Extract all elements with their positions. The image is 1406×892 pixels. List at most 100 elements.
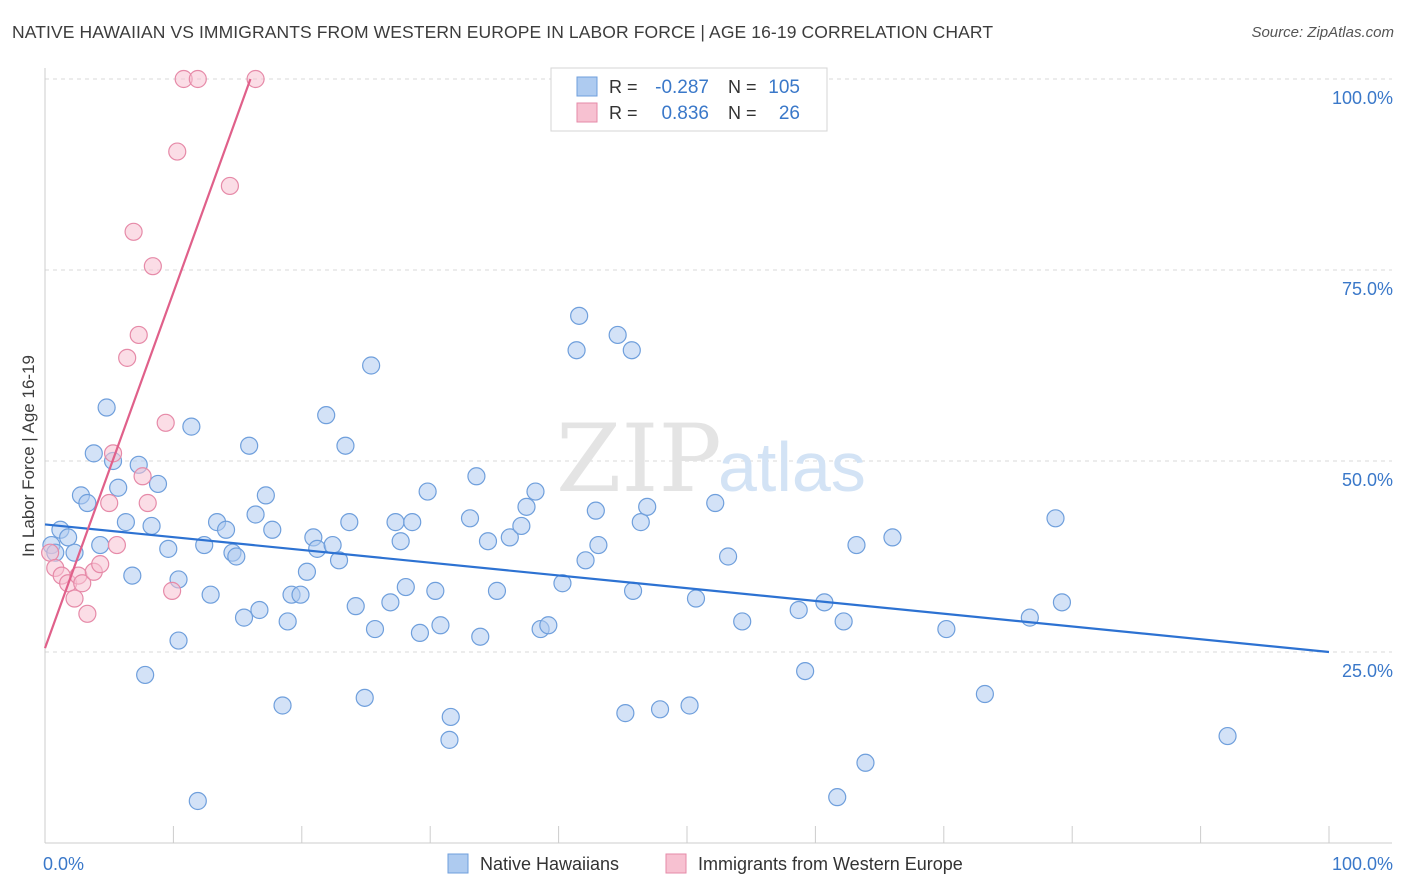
- watermark: ZIP atlas: [556, 405, 866, 514]
- scatter-point: [73, 574, 92, 593]
- scatter-point: [118, 348, 137, 367]
- scatter-point: [329, 551, 349, 570]
- legend-n-value: 105: [768, 77, 800, 98]
- scatter-point: [796, 661, 815, 681]
- scatter-point: [124, 222, 143, 241]
- scatter-point: [246, 505, 265, 524]
- scatter-point: [733, 612, 752, 631]
- scatter-point: [340, 513, 359, 532]
- scatter-point: [163, 581, 182, 600]
- scatter-point: [975, 684, 994, 704]
- scatter-point: [246, 69, 265, 89]
- series-legend-label-immigrants: Immigrants from Western Europe: [698, 854, 963, 874]
- scatter-point: [116, 513, 135, 532]
- y-tick-label-25: 25.0%: [1342, 661, 1393, 681]
- scatter-point: [142, 516, 161, 536]
- scatter-point: [431, 616, 450, 635]
- scatter-point: [487, 581, 507, 600]
- series-legend-label-native-hawaiians: Native Hawaiians: [480, 854, 619, 874]
- scatter-point: [59, 528, 78, 547]
- scatter-point: [686, 589, 706, 608]
- scatter-point: [391, 532, 410, 551]
- scatter-point: [65, 589, 84, 608]
- scatter-point: [586, 501, 605, 520]
- watermark-zip: ZIP: [556, 405, 722, 514]
- scatter-point: [567, 341, 586, 360]
- scatter-point: [336, 436, 355, 455]
- scatter-point: [834, 612, 853, 631]
- legend-swatch-blue: [576, 76, 598, 97]
- scatter-point: [136, 665, 155, 685]
- legend-n-label: N =: [728, 103, 757, 123]
- scatter-point: [631, 513, 650, 532]
- scatter-point: [1046, 509, 1065, 528]
- scatter-point: [355, 688, 374, 707]
- scatter-point: [403, 513, 422, 532]
- y-tick-label-75: 75.0%: [1342, 279, 1393, 299]
- scatter-point: [100, 493, 119, 513]
- scatter-point: [650, 700, 670, 719]
- scatter-point: [41, 543, 60, 562]
- y-tick-label-100: 100.0%: [1332, 88, 1393, 108]
- scatter-point: [216, 520, 236, 539]
- scatter-point: [156, 413, 175, 432]
- scatter-point: [107, 535, 127, 555]
- scatter-point: [138, 493, 157, 513]
- legend-r-value: 0.836: [661, 103, 709, 124]
- scatter-point: [133, 467, 152, 486]
- scatter-point: [526, 482, 545, 501]
- series-native-hawaiians: [42, 306, 1237, 811]
- chart-title: NATIVE HAWAIIAN VS IMMIGRANTS FROM WESTE…: [12, 22, 994, 42]
- legend-r-label: R =: [609, 77, 638, 97]
- scatter-point: [323, 535, 342, 555]
- scatter-point: [308, 539, 327, 558]
- correlation-legend: R = -0.287 N = 105 R = 0.836 N = 26: [550, 67, 828, 132]
- scatter-point: [159, 539, 178, 558]
- trend-lines: [43, 78, 1330, 654]
- legend-n-value: 26: [779, 103, 800, 124]
- scatter-point: [256, 486, 275, 505]
- scatter-point: [500, 528, 519, 547]
- scatter-point: [386, 513, 405, 532]
- scatter-point: [589, 535, 608, 555]
- legend-r-value: -0.287: [655, 77, 709, 98]
- scatter-point: [84, 444, 103, 463]
- series-legend: Native Hawaiians Immigrants from Western…: [447, 853, 963, 874]
- trend-line-immigrants: [43, 78, 252, 649]
- scatter-point: [718, 547, 738, 566]
- scatter-point: [365, 619, 385, 639]
- source-label: Source: ZipAtlas.com: [1251, 24, 1394, 41]
- legend-swatch-pink: [576, 102, 598, 123]
- scatter-point: [188, 69, 207, 89]
- scatter-point: [182, 417, 201, 436]
- scatter-point: [937, 619, 956, 639]
- scatter-point: [1218, 726, 1237, 746]
- scatter-point: [91, 535, 110, 555]
- scatter-point: [441, 707, 460, 727]
- scatter-point: [883, 528, 902, 547]
- scatter-point: [828, 788, 847, 807]
- scatter-point: [608, 325, 627, 345]
- scatter-point: [410, 623, 430, 643]
- scatter-point: [78, 604, 97, 623]
- scatter-point: [576, 551, 595, 570]
- scatter-point: [91, 555, 110, 574]
- scatter-point: [467, 467, 486, 486]
- scatter-point: [460, 509, 480, 528]
- scatter-point: [250, 600, 269, 620]
- scatter-point: [856, 753, 875, 772]
- scatter-point: [789, 600, 808, 620]
- scatter-point: [317, 406, 336, 425]
- scatter-point: [227, 547, 246, 566]
- y-tick-label-50: 50.0%: [1342, 470, 1393, 490]
- scatter-point: [847, 535, 866, 555]
- scatter-point: [234, 608, 254, 627]
- scatter-point: [291, 585, 310, 604]
- series-legend-swatch-pink: [665, 853, 687, 874]
- scatter-point: [706, 493, 725, 513]
- scatter-point: [201, 585, 220, 604]
- scatter-point: [346, 597, 365, 616]
- scatter-point: [638, 497, 657, 516]
- scatter-point: [396, 577, 415, 597]
- scatter-point: [1052, 593, 1072, 612]
